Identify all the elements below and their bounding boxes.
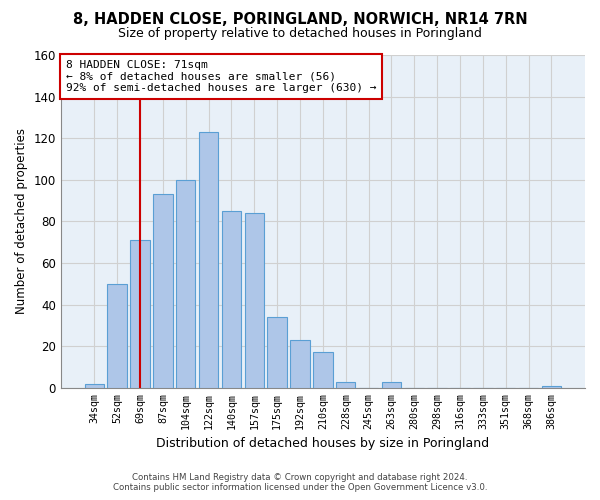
Bar <box>199 132 218 388</box>
Text: 8 HADDEN CLOSE: 71sqm
← 8% of detached houses are smaller (56)
92% of semi-detac: 8 HADDEN CLOSE: 71sqm ← 8% of detached h… <box>66 60 377 93</box>
Text: Contains HM Land Registry data © Crown copyright and database right 2024.
Contai: Contains HM Land Registry data © Crown c… <box>113 473 487 492</box>
Bar <box>222 211 241 388</box>
Bar <box>85 384 104 388</box>
Bar <box>382 382 401 388</box>
Bar <box>153 194 173 388</box>
Bar <box>313 352 332 388</box>
Bar <box>268 317 287 388</box>
Text: Size of property relative to detached houses in Poringland: Size of property relative to detached ho… <box>118 28 482 40</box>
Bar <box>336 382 355 388</box>
Text: 8, HADDEN CLOSE, PORINGLAND, NORWICH, NR14 7RN: 8, HADDEN CLOSE, PORINGLAND, NORWICH, NR… <box>73 12 527 28</box>
Bar <box>130 240 150 388</box>
Bar <box>176 180 196 388</box>
Y-axis label: Number of detached properties: Number of detached properties <box>15 128 28 314</box>
Bar <box>107 284 127 388</box>
Bar <box>542 386 561 388</box>
Bar <box>290 340 310 388</box>
X-axis label: Distribution of detached houses by size in Poringland: Distribution of detached houses by size … <box>157 437 490 450</box>
Bar <box>245 213 264 388</box>
